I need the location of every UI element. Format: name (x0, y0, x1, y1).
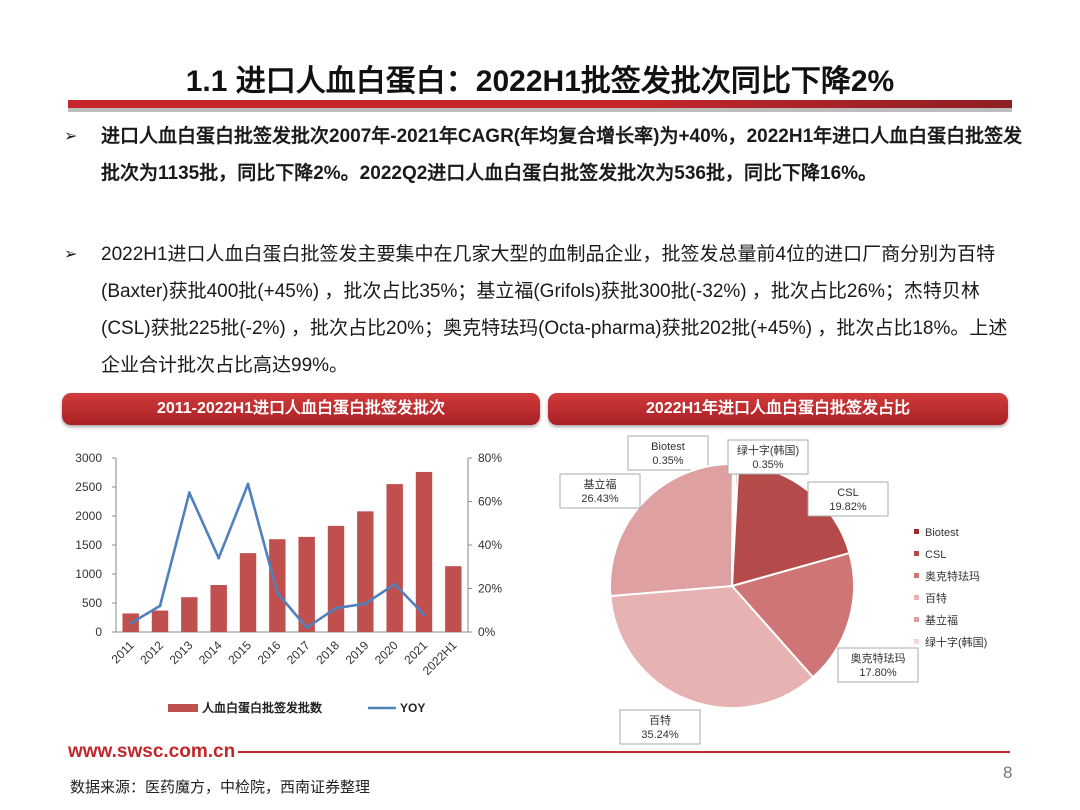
pie-callout-name: 基立福 (584, 477, 617, 491)
yoy-point (158, 604, 162, 608)
right-tick-label: 60% (478, 495, 502, 509)
bullet-arrow-icon: ➢ (64, 128, 78, 145)
legend-swatch (914, 573, 919, 578)
page-number: 8 (1003, 763, 1013, 782)
legend-swatch (914, 529, 919, 534)
pie-slice (730, 551, 855, 679)
right-chart-title: 2022H1年进口人血白蛋白批签发占比 (548, 393, 1008, 425)
pie-callout-name: 奥克特珐玛 (851, 651, 906, 665)
x-tick-label: 2016 (255, 638, 284, 667)
pie-callout-box (727, 439, 809, 475)
pie-callout-name: CSL (837, 487, 858, 499)
pie-callout-box (627, 435, 709, 471)
yoy-point (275, 591, 279, 595)
left-tick-label: 3000 (75, 451, 102, 465)
bullet-2-text: 2022H1进口人血白蛋白批签发主要集中在几家大型的血制品企业，批签发总量前4位… (101, 244, 1008, 376)
x-tick-label: 2020 (372, 638, 401, 667)
bar (298, 536, 315, 632)
bullet-1: ➢ 进口人血白蛋白批签发批次2007年-2021年CAGR(年均复合增长率)为+… (64, 118, 1024, 192)
left-tick-label: 1500 (75, 538, 102, 552)
bullet-arrow-icon: ➢ (64, 246, 78, 263)
x-tick-label: 2013 (167, 638, 196, 667)
legend-swatch (914, 639, 919, 644)
pie-callout-name: 绿十字(韩国) (737, 443, 799, 457)
yoy-point (363, 602, 367, 606)
yoy-point (422, 613, 426, 617)
x-tick-label: 2019 (343, 638, 372, 667)
pie-callout-value: 17.80% (859, 667, 897, 679)
pie-callout-box (807, 481, 889, 517)
bar (327, 525, 345, 632)
left-tick-label: 2500 (75, 480, 102, 494)
legend-swatch (914, 617, 919, 622)
footer-divider (238, 751, 1010, 753)
pie-slice (609, 584, 815, 709)
bar (181, 597, 198, 632)
left-tick-label: 2000 (75, 509, 102, 523)
title-underline-grey (68, 108, 1012, 112)
pie-callout-value: 35.24% (641, 729, 679, 741)
legend-line-label: YOY (400, 701, 425, 715)
yoy-point (246, 482, 250, 486)
pie-callout-value: 26.43% (581, 493, 619, 505)
data-source: 数据来源：医药魔方，中检院，西南证券整理 (70, 779, 371, 796)
footer-url[interactable]: www.swsc.com.cn (68, 741, 236, 762)
bullet-2: ➢ 2022H1进口人血白蛋白批签发主要集中在几家大型的血制品企业，批签发总量前… (64, 236, 1024, 384)
left-tick-label: 1000 (75, 567, 102, 581)
right-tick-label: 80% (478, 451, 502, 465)
legend-label: 绿十字(韩国) (925, 635, 987, 649)
legend-swatch (914, 551, 919, 556)
page-title: 1.1 进口人血白蛋白：2022H1批签发批次同比下降2% (185, 65, 895, 98)
pie-callout-value: 19.82% (829, 501, 867, 513)
x-tick-label: 2017 (284, 638, 313, 667)
bar-line-chart: 3000 2500 2000 1500 1000 500 0 80% 60% 40% 20% 0% 20… (75, 451, 502, 715)
yoy-point (187, 491, 191, 495)
x-tick-label: 2011 (109, 638, 137, 666)
pie-callout-box (619, 709, 701, 745)
left-tick-label: 0 (95, 625, 102, 639)
right-tick-label: 40% (478, 538, 502, 552)
title-underline-red (68, 100, 1012, 108)
pie-callout-box (837, 647, 919, 683)
legend-label: 百特 (925, 591, 947, 605)
pie-slice (609, 463, 734, 598)
yoy-point (129, 621, 133, 625)
legend-bar-label: 人血白蛋白批签发批数 (202, 700, 323, 715)
right-tick-label: 0% (478, 625, 496, 639)
bar (269, 539, 286, 632)
bar (415, 471, 433, 632)
left-tick-label: 500 (82, 596, 102, 610)
right-tick-label: 20% (478, 582, 502, 596)
yoy-point (305, 626, 309, 630)
legend-bar-swatch (168, 704, 198, 712)
bar (357, 511, 374, 632)
left-chart-title: 2011-2022H1进口人血白蛋白批签发批次 (62, 393, 540, 425)
bar (239, 553, 257, 632)
bar (445, 566, 462, 632)
legend-label: Biotest (925, 527, 959, 539)
legend-label: 奥克特珐玛 (925, 569, 980, 583)
pie-callout-name: Biotest (651, 441, 685, 453)
yoy-point (334, 606, 338, 610)
pie-chart: Biotest 0.35% CSL 19.82% 奥克特珐玛 17.80% 百特 35.24%… (559, 435, 987, 745)
x-tick-label: 2018 (313, 638, 342, 667)
yoy-point (393, 582, 397, 586)
title-underline (68, 100, 1012, 112)
pie-callout-value: 0.35% (752, 459, 783, 471)
bar (210, 585, 227, 632)
legend-label: 基立福 (925, 613, 958, 627)
pie-callout-name: 百特 (649, 713, 671, 727)
bar (151, 610, 169, 632)
legend-swatch (914, 595, 919, 600)
x-tick-label: 2012 (137, 638, 166, 667)
bullet-1-text: 进口人血白蛋白批签发批次2007年-2021年CAGR(年均复合增长率)为+40… (101, 126, 1023, 184)
bar (386, 484, 403, 632)
legend-label: CSL (925, 549, 946, 561)
x-tick-label: 2015 (225, 638, 254, 667)
yoy-point (217, 556, 221, 560)
pie-callout-box (559, 473, 641, 509)
x-tick-label: 2014 (196, 638, 225, 667)
pie-callout-value: 0.35% (652, 455, 683, 467)
